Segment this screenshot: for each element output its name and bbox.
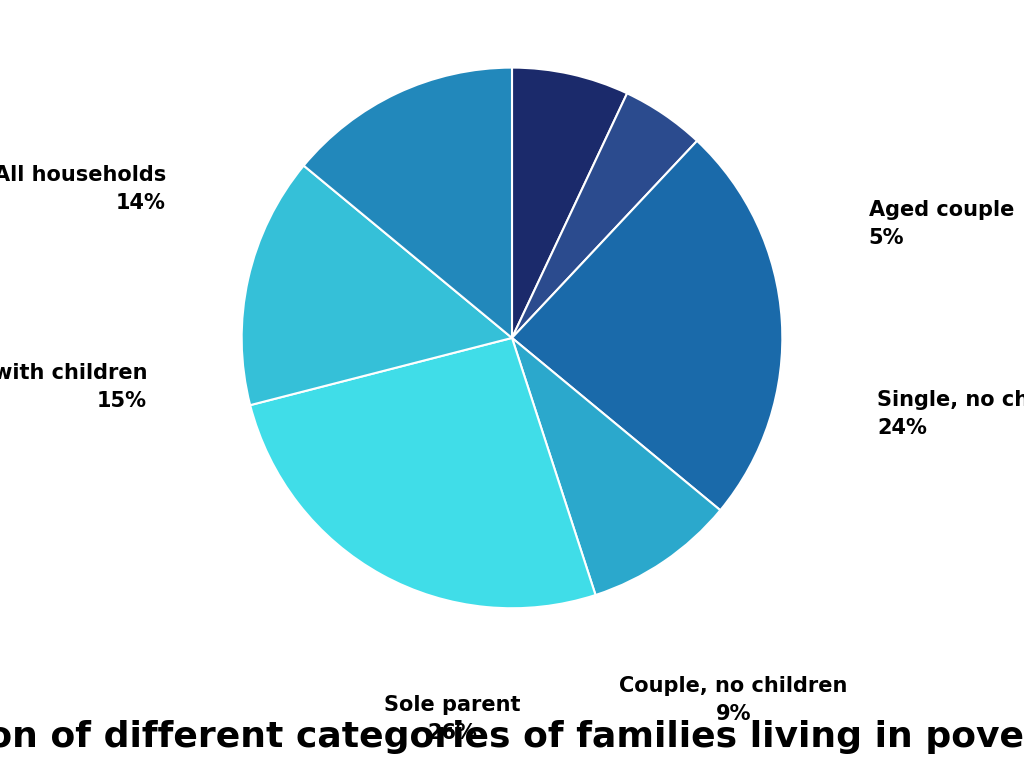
Wedge shape xyxy=(512,68,627,338)
Text: Aged couple
5%: Aged couple 5% xyxy=(868,200,1014,248)
Text: Couple with children
15%: Couple with children 15% xyxy=(0,362,147,411)
Text: Proportion of different categories of families living in poverty in UK: Proportion of different categories of fa… xyxy=(0,720,1024,754)
Wedge shape xyxy=(512,94,697,338)
Text: Single, no children
24%: Single, no children 24% xyxy=(877,389,1024,438)
Text: Couple, no children
9%: Couple, no children 9% xyxy=(620,676,848,723)
Wedge shape xyxy=(512,141,782,510)
Wedge shape xyxy=(512,338,720,595)
Wedge shape xyxy=(242,166,512,406)
Text: Sole parent
26%: Sole parent 26% xyxy=(384,695,521,743)
Wedge shape xyxy=(304,68,512,338)
Text: All households
14%: All households 14% xyxy=(0,165,166,214)
Wedge shape xyxy=(250,338,596,608)
